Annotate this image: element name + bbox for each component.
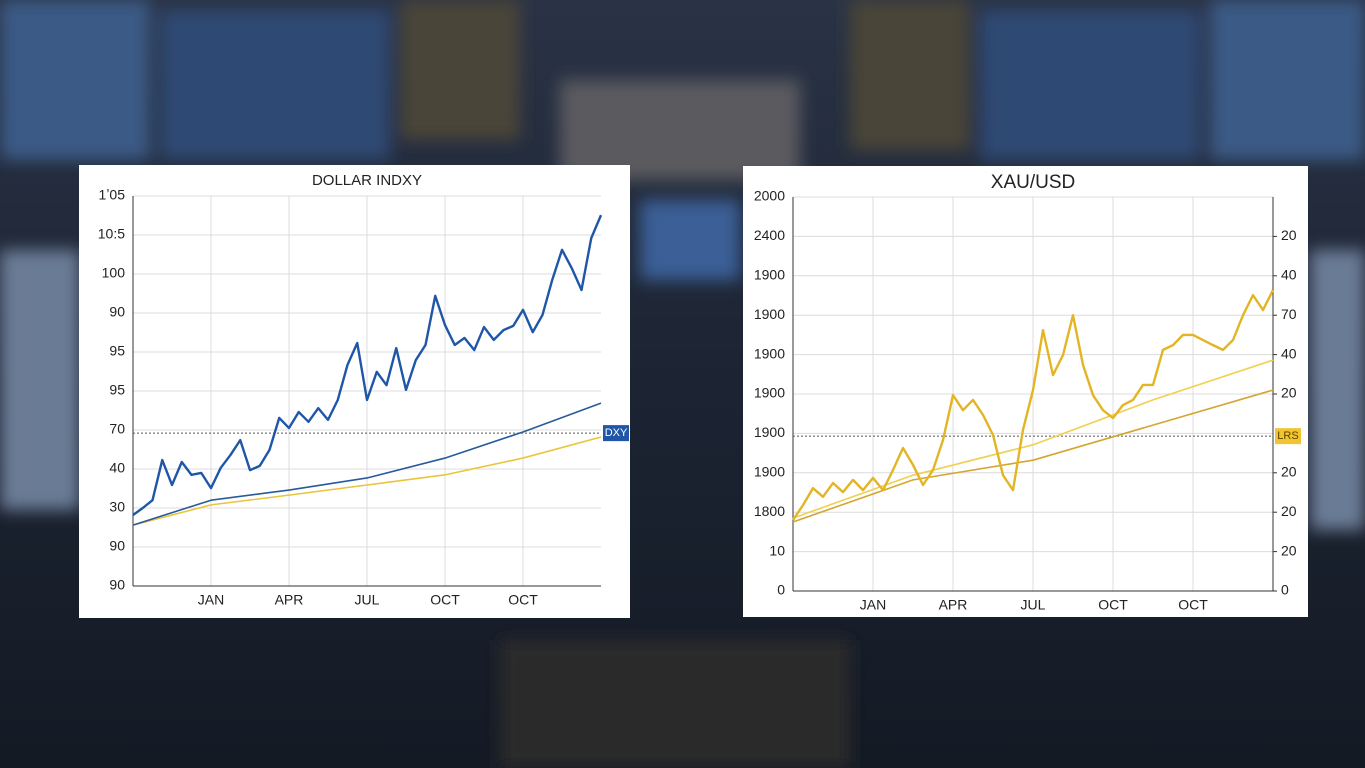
x-tick-label: APR <box>939 597 968 613</box>
y2-tick-label: 20 <box>1281 464 1297 480</box>
y-tick-label: 1900 <box>754 385 785 401</box>
x-tick-label: JUL <box>1021 597 1046 613</box>
data-line <box>132 436 602 526</box>
y-tick-label: 2400 <box>754 227 785 243</box>
y-tick-label: 1900 <box>754 267 785 283</box>
y2-tick-label: 40 <box>1281 345 1297 361</box>
chart-title: XAU/USD <box>991 172 1075 193</box>
y-tick-label: 90 <box>109 538 125 554</box>
chart-panel <box>743 166 1308 617</box>
y-tick-label: 1900 <box>754 345 785 361</box>
x-tick-label: OCT <box>508 592 538 608</box>
x-tick-label: OCT <box>1178 597 1208 613</box>
chart: DOLLAR INDXY 90 90 30 40 70 95 95 90 100 10:5 1ʼ05 J… <box>79 165 630 618</box>
data-line <box>792 359 1274 519</box>
y2-tick-label: 20 <box>1281 227 1297 243</box>
y-tick-label: 95 <box>109 382 125 398</box>
y-tick-label: 10:5 <box>98 226 125 242</box>
y2-tick-label: 20 <box>1281 503 1297 519</box>
chart: XAU/USD 0 10 1800 1900 1900 1900 1900 1900 1900 24… <box>743 166 1308 617</box>
y2-tick-label: 20 <box>1281 542 1297 558</box>
data-line <box>792 389 1274 523</box>
y2-tick-label: 20 <box>1281 385 1297 401</box>
y-tick-label: 40 <box>109 460 125 476</box>
y-tick-label: 2000 <box>754 188 785 204</box>
data-line <box>792 289 1275 521</box>
y-tick-label: 1900 <box>754 424 785 440</box>
x-tick-label: APR <box>275 592 304 608</box>
y-tick-label: 10 <box>769 542 785 558</box>
data-line <box>132 214 603 516</box>
y2-tick-label: 0 <box>1281 582 1289 598</box>
x-tick-label: JUL <box>355 592 380 608</box>
y-tick-label: 90 <box>109 577 125 593</box>
x-tick-label: JAN <box>198 592 224 608</box>
y-tick-label: 1900 <box>754 464 785 480</box>
y-tick-label: 90 <box>109 304 125 320</box>
y-tick-label: 0 <box>777 582 785 598</box>
reference-label: LRS <box>1277 430 1298 442</box>
y-tick-label: 1ʼ05 <box>99 187 126 203</box>
x-tick-label: JAN <box>860 597 886 613</box>
reference-label: DXY <box>605 427 628 439</box>
x-tick-label: OCT <box>430 592 460 608</box>
x-tick-label: OCT <box>1098 597 1128 613</box>
y-tick-label: 95 <box>109 343 125 359</box>
y-tick-label: 1900 <box>754 306 785 322</box>
chart-title: DOLLAR INDXY <box>312 172 422 189</box>
reference-badge <box>1275 428 1301 445</box>
y-tick-label: 70 <box>109 421 125 437</box>
y-tick-label: 1800 <box>754 503 785 519</box>
reference-badge <box>603 425 629 442</box>
y2-tick-label: 70 <box>1281 306 1297 322</box>
y2-tick-label: 40 <box>1281 267 1297 283</box>
y-tick-label: 100 <box>102 265 126 281</box>
data-line <box>132 402 602 526</box>
y-tick-label: 30 <box>109 499 125 515</box>
